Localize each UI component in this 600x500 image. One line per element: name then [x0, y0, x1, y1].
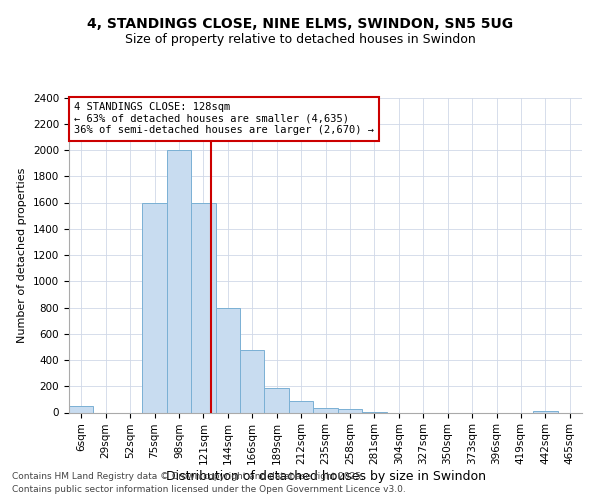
X-axis label: Distribution of detached houses by size in Swindon: Distribution of detached houses by size …: [166, 470, 485, 483]
Text: Contains HM Land Registry data © Crown copyright and database right 2025.: Contains HM Land Registry data © Crown c…: [12, 472, 364, 481]
Bar: [69, 406, 94, 412]
Bar: [191, 202, 215, 412]
Text: Size of property relative to detached houses in Swindon: Size of property relative to detached ho…: [125, 32, 475, 46]
Bar: [338, 409, 362, 412]
Bar: [313, 408, 338, 412]
Text: 4, STANDINGS CLOSE, NINE ELMS, SWINDON, SN5 5UG: 4, STANDINGS CLOSE, NINE ELMS, SWINDON, …: [87, 18, 513, 32]
Bar: [142, 202, 167, 412]
Bar: [240, 350, 265, 412]
Y-axis label: Number of detached properties: Number of detached properties: [17, 168, 28, 342]
Text: Contains public sector information licensed under the Open Government Licence v3: Contains public sector information licen…: [12, 485, 406, 494]
Bar: [289, 400, 313, 412]
Text: 4 STANDINGS CLOSE: 128sqm
← 63% of detached houses are smaller (4,635)
36% of se: 4 STANDINGS CLOSE: 128sqm ← 63% of detac…: [74, 102, 374, 136]
Bar: [167, 150, 191, 412]
Bar: [265, 388, 289, 412]
Bar: [533, 410, 557, 412]
Bar: [215, 308, 240, 412]
